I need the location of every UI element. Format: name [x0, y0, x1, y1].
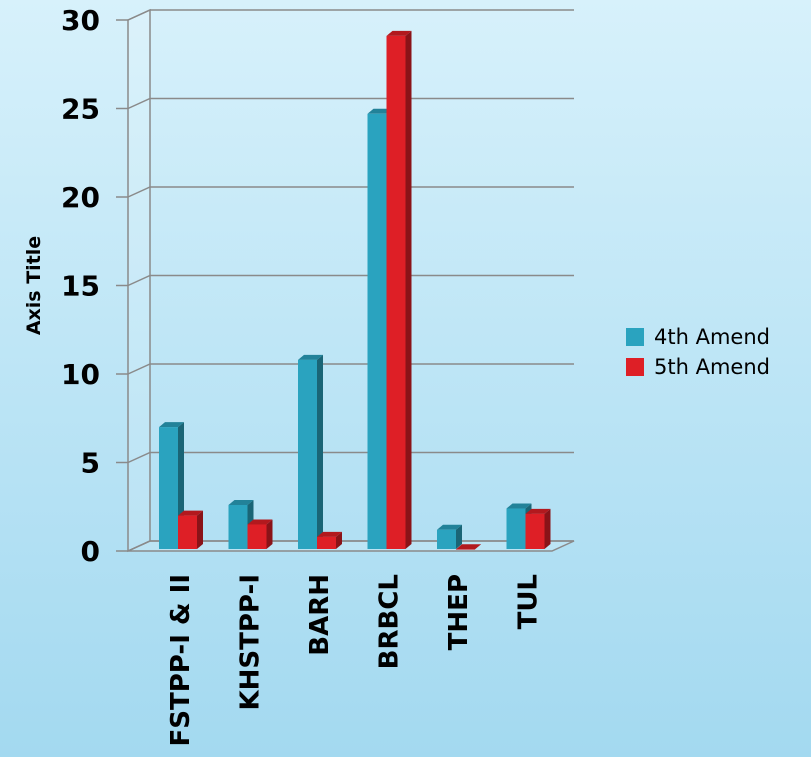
- bar: [437, 524, 462, 549]
- bar-side: [336, 531, 342, 549]
- bar-front: [456, 549, 475, 550]
- y-tick-label: 5: [81, 447, 100, 480]
- legend-label: 5th Amend: [654, 355, 770, 379]
- bar-side: [544, 508, 551, 549]
- gridline: [127, 451, 574, 464]
- bar-front: [386, 35, 406, 550]
- bar: [456, 544, 481, 550]
- gridline: [127, 9, 574, 21]
- x-category-label: BARH: [305, 574, 335, 656]
- legend-swatch: [626, 358, 644, 376]
- legend-label: 4th Amend: [654, 325, 770, 349]
- bar-front: [298, 359, 317, 549]
- x-category-label: KHSTPP-I: [236, 574, 266, 711]
- bar: [525, 508, 551, 549]
- y-tick-label: 30: [61, 4, 100, 37]
- y-axis-title: Axis Title: [23, 236, 45, 335]
- bar-front: [159, 427, 178, 549]
- bar-top: [367, 108, 393, 114]
- bar-top: [228, 499, 254, 505]
- bar-top: [178, 510, 203, 516]
- gridlines: [116, 9, 574, 552]
- chart-walls: [127, 8, 575, 553]
- bar-front: [437, 529, 456, 549]
- gridline: [127, 363, 574, 375]
- x-category-label: TUL: [514, 574, 544, 629]
- bar-front: [317, 536, 336, 549]
- bar: [317, 531, 342, 549]
- bar-top: [247, 519, 273, 525]
- bar-side: [317, 354, 323, 549]
- bar-top: [159, 422, 184, 428]
- bar-side: [197, 510, 203, 549]
- bar-side: [456, 524, 462, 549]
- y-tick-label: 15: [61, 270, 100, 303]
- bar: [298, 354, 323, 549]
- bar-front: [178, 515, 197, 549]
- bar-top: [506, 503, 532, 509]
- gridline: [127, 540, 574, 552]
- legend-swatch: [626, 328, 644, 346]
- bar-front: [525, 513, 545, 549]
- bar-top: [317, 531, 342, 537]
- y-tick-label: 25: [61, 93, 100, 126]
- y-tick-label: 20: [61, 181, 100, 214]
- bar: [178, 510, 203, 549]
- bar-top: [525, 508, 551, 514]
- gridline: [127, 274, 574, 287]
- x-category-label: BRBCL: [375, 574, 405, 669]
- bar-front: [247, 524, 267, 549]
- bar-top: [386, 30, 412, 36]
- x-category-label: THEP: [444, 574, 474, 650]
- x-axis-category-labels: FSTPP-I & II KHSTPP-I BARH BRBCL THEP TUL: [166, 574, 544, 746]
- bar-front: [506, 508, 526, 549]
- bar-side: [405, 30, 412, 550]
- bars: [159, 30, 551, 550]
- gridline: [127, 186, 574, 198]
- bar-front: [228, 504, 248, 549]
- bar-front: [367, 113, 387, 549]
- bar-top: [456, 544, 481, 550]
- gridline: [127, 97, 574, 110]
- bar-top: [298, 354, 323, 360]
- bar-side: [266, 519, 273, 549]
- bar: [247, 519, 273, 549]
- y-tick-label: 10: [61, 358, 100, 391]
- legend: 4th Amend 5th Amend: [626, 325, 770, 379]
- bar: [386, 30, 412, 550]
- y-axis-tick-labels: 0 5 10 15 20 25 30: [61, 4, 100, 568]
- y-tick-label: 0: [81, 535, 100, 568]
- x-category-label: FSTPP-I & II: [166, 574, 196, 746]
- bar-top: [437, 524, 462, 530]
